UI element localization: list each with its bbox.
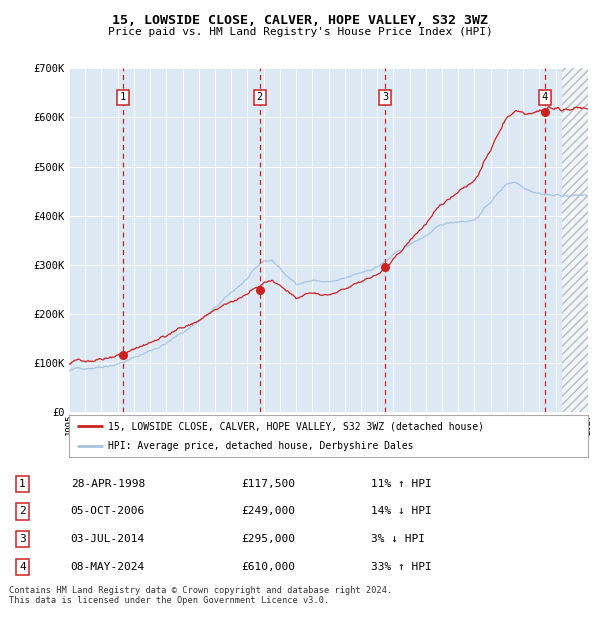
Text: 08-MAY-2024: 08-MAY-2024 bbox=[71, 562, 145, 572]
Text: 15, LOWSIDE CLOSE, CALVER, HOPE VALLEY, S32 3WZ: 15, LOWSIDE CLOSE, CALVER, HOPE VALLEY, … bbox=[112, 14, 488, 27]
Text: 15, LOWSIDE CLOSE, CALVER, HOPE VALLEY, S32 3WZ (detached house): 15, LOWSIDE CLOSE, CALVER, HOPE VALLEY, … bbox=[108, 421, 484, 431]
Text: 3: 3 bbox=[19, 534, 26, 544]
Text: 3: 3 bbox=[382, 92, 388, 102]
Text: 33% ↑ HPI: 33% ↑ HPI bbox=[371, 562, 431, 572]
Text: 2: 2 bbox=[19, 507, 26, 516]
Text: £610,000: £610,000 bbox=[241, 562, 295, 572]
Text: Price paid vs. HM Land Registry's House Price Index (HPI): Price paid vs. HM Land Registry's House … bbox=[107, 27, 493, 37]
Text: £117,500: £117,500 bbox=[241, 479, 295, 489]
Text: 14% ↓ HPI: 14% ↓ HPI bbox=[371, 507, 431, 516]
Text: 4: 4 bbox=[542, 92, 548, 102]
Text: 4: 4 bbox=[19, 562, 26, 572]
Text: 28-APR-1998: 28-APR-1998 bbox=[71, 479, 145, 489]
Text: 3% ↓ HPI: 3% ↓ HPI bbox=[371, 534, 425, 544]
Bar bbox=[562, 68, 588, 412]
Text: 1: 1 bbox=[19, 479, 26, 489]
Text: 03-JUL-2014: 03-JUL-2014 bbox=[71, 534, 145, 544]
Text: 05-OCT-2006: 05-OCT-2006 bbox=[71, 507, 145, 516]
Text: 11% ↑ HPI: 11% ↑ HPI bbox=[371, 479, 431, 489]
Bar bbox=[562, 68, 588, 412]
Text: HPI: Average price, detached house, Derbyshire Dales: HPI: Average price, detached house, Derb… bbox=[108, 441, 413, 451]
Text: 2: 2 bbox=[256, 92, 263, 102]
Text: £295,000: £295,000 bbox=[241, 534, 295, 544]
Text: £249,000: £249,000 bbox=[241, 507, 295, 516]
Text: Contains HM Land Registry data © Crown copyright and database right 2024.
This d: Contains HM Land Registry data © Crown c… bbox=[9, 586, 392, 605]
Text: 1: 1 bbox=[120, 92, 126, 102]
